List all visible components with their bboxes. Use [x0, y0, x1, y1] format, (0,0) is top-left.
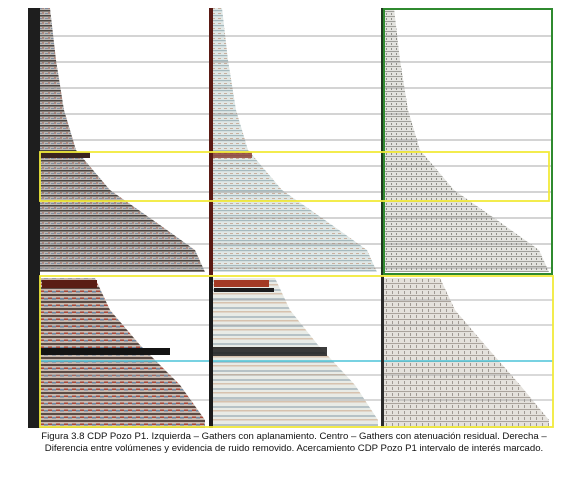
figure-caption: Figura 3.8 CDP Pozo P1. Izquierda – Gath… — [41, 431, 547, 454]
interval-box — [39, 151, 550, 202]
top-panels — [39, 8, 553, 275]
gather-left — [40, 8, 205, 272]
figure — [28, 8, 554, 428]
time-lines — [40, 35, 553, 269]
axis-bar — [28, 275, 40, 428]
bottom-panels — [39, 275, 554, 428]
gather-right — [384, 8, 549, 272]
gather-center — [212, 8, 377, 272]
axis-bar — [28, 8, 40, 275]
